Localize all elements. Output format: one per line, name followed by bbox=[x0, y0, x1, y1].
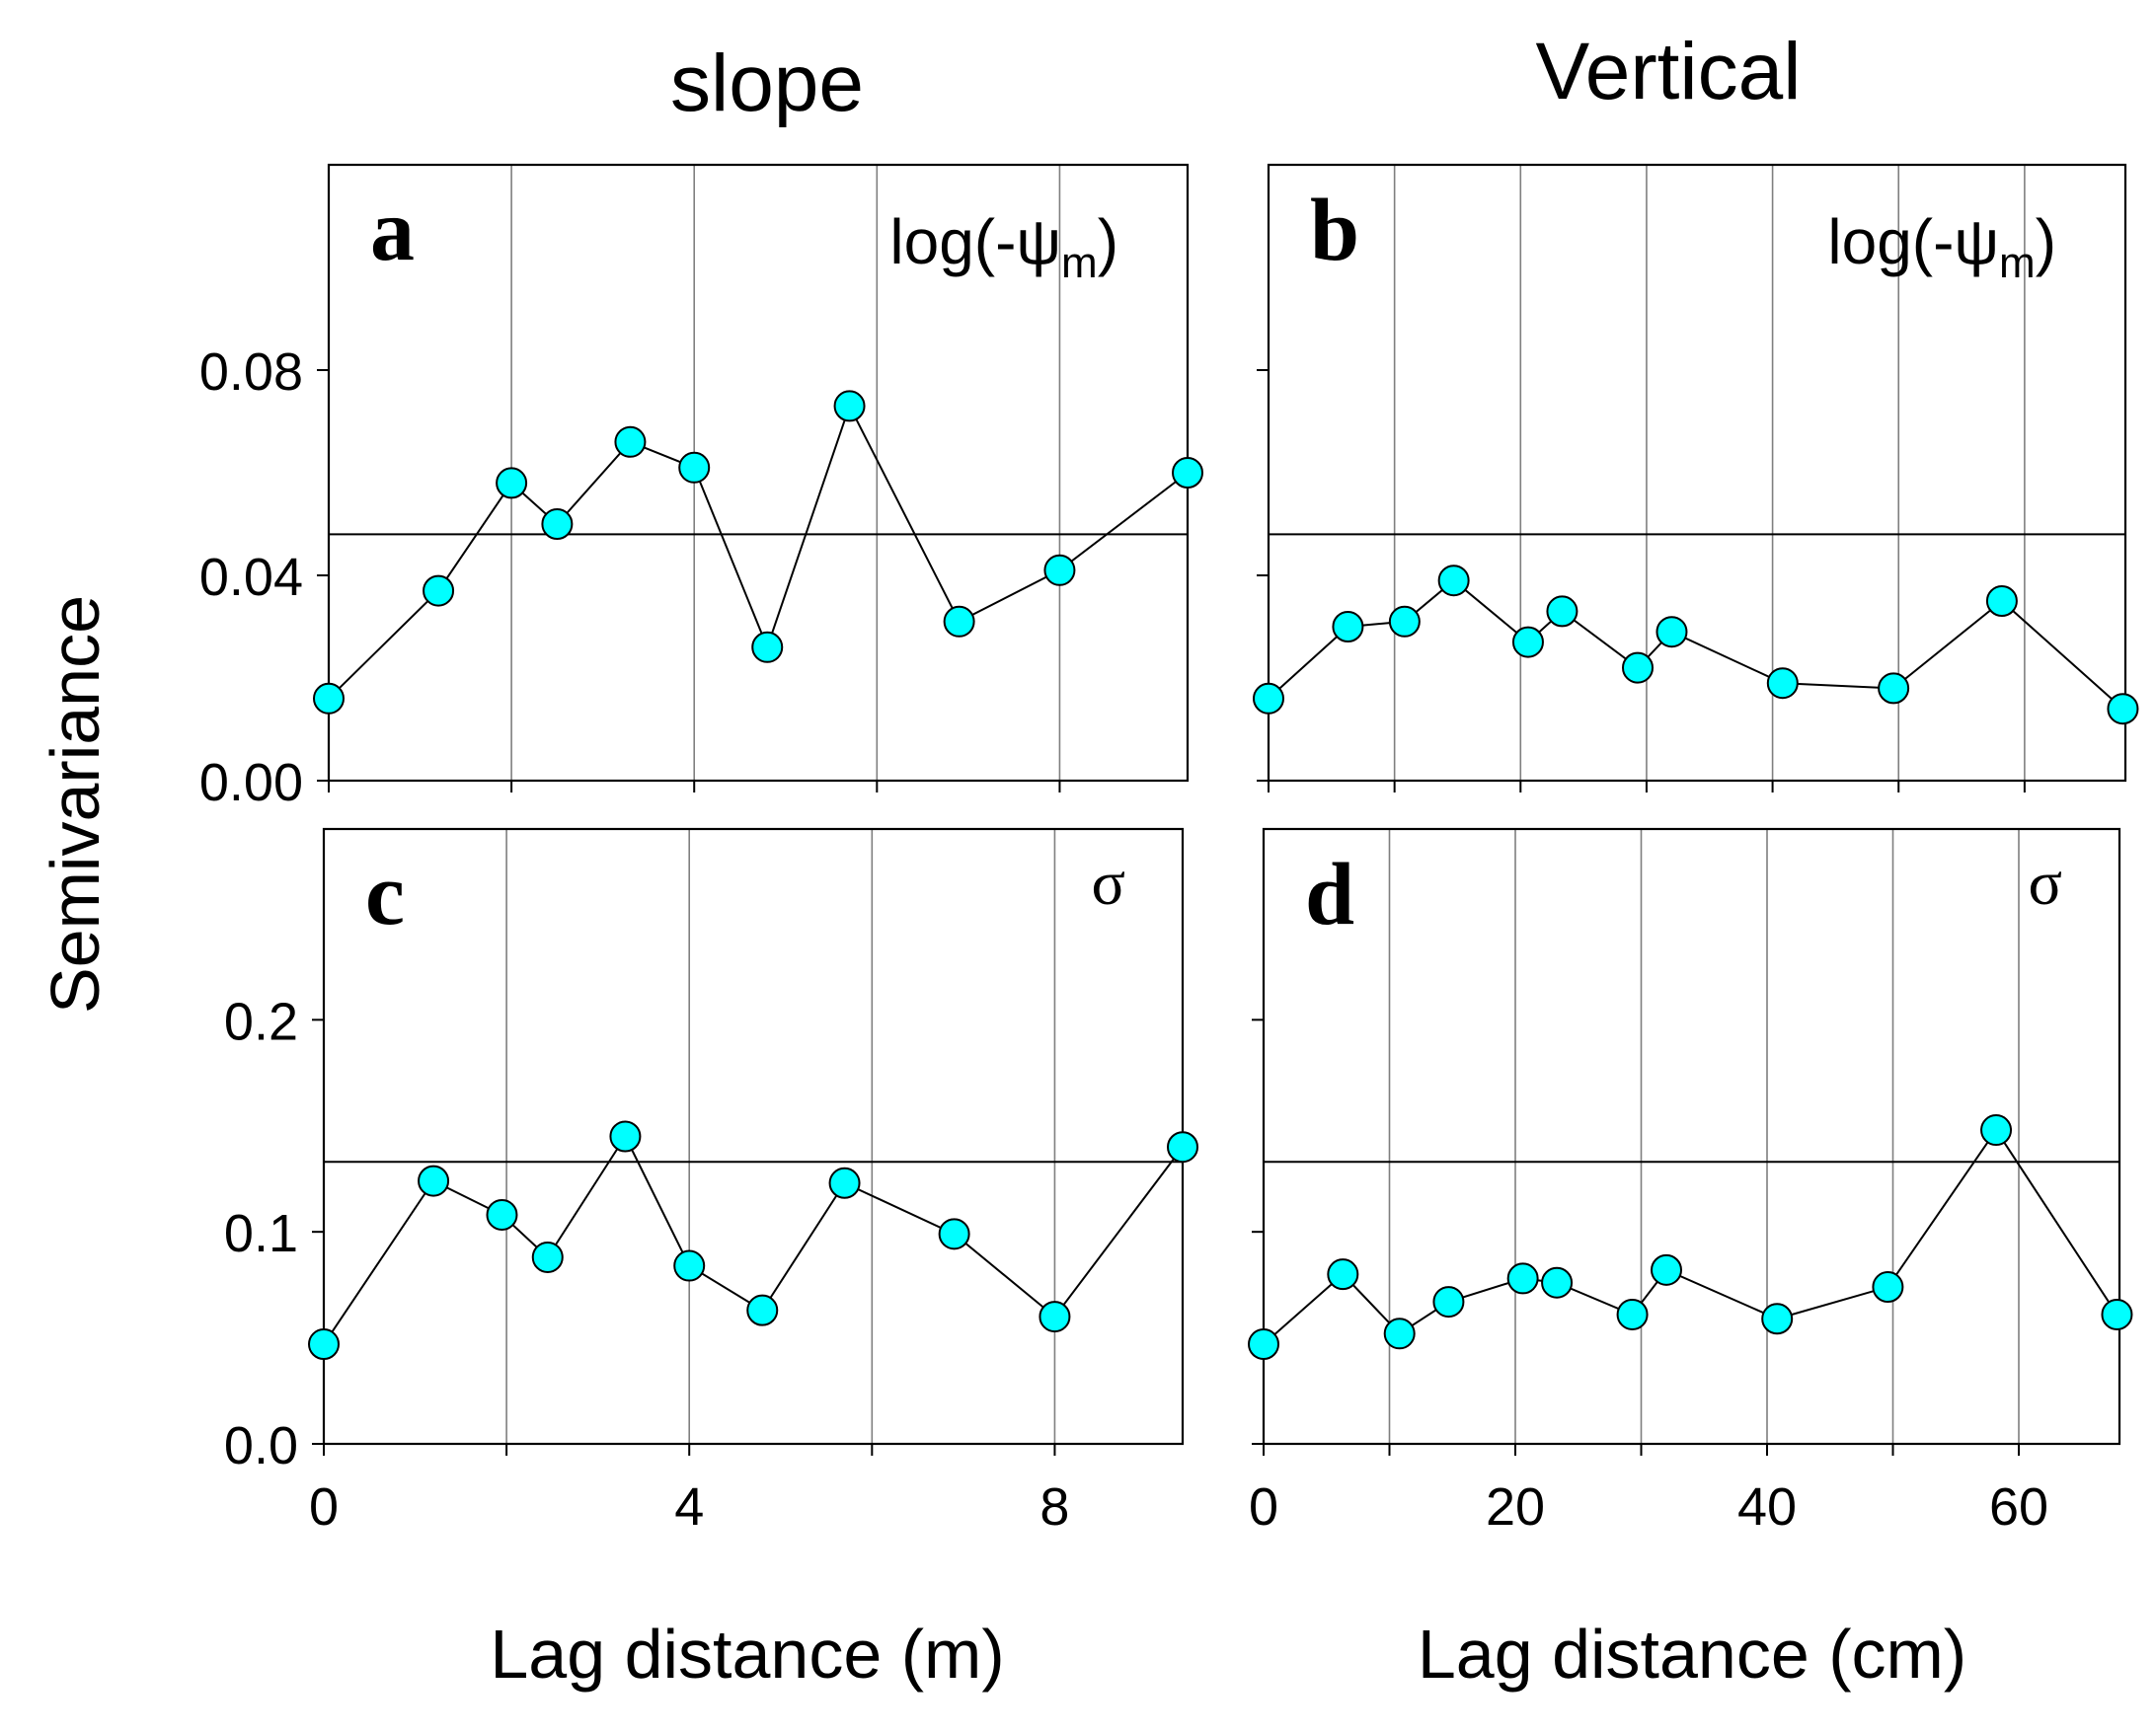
data-point bbox=[746, 1294, 779, 1326]
data-point bbox=[1622, 651, 1655, 684]
col-title-slope: slope bbox=[670, 38, 864, 128]
data-point bbox=[1248, 1328, 1279, 1361]
variable-label: log(-ψm) bbox=[1827, 206, 2056, 287]
data-point bbox=[418, 1165, 450, 1197]
data-point bbox=[673, 1249, 706, 1282]
data-point bbox=[1327, 1258, 1359, 1291]
x-tick-label: 0 bbox=[1249, 1477, 1278, 1537]
variable-label: σ bbox=[1092, 848, 1126, 918]
panel-d: 0 20 40 60 d σ bbox=[1248, 827, 2133, 1537]
panel-b: b log(-ψm) bbox=[1253, 163, 2139, 792]
y-tick-label: 0.04 bbox=[199, 548, 303, 607]
y-tick-label: 0.1 bbox=[224, 1204, 298, 1263]
data-point bbox=[313, 682, 345, 715]
x-tick-label: 4 bbox=[674, 1477, 704, 1537]
x-tick-label: 20 bbox=[1486, 1477, 1545, 1537]
data-point bbox=[833, 390, 866, 422]
data-point bbox=[1616, 1298, 1649, 1330]
x-axis-label-slope: Lag distance (m) bbox=[490, 1616, 1004, 1693]
panel-label: a bbox=[370, 182, 415, 279]
data-point bbox=[614, 425, 647, 458]
y-tick-label: 0.0 bbox=[224, 1416, 298, 1475]
data-point bbox=[1388, 605, 1421, 638]
variable-label: log(-ψm) bbox=[889, 206, 1118, 287]
panel-label: d bbox=[1305, 846, 1354, 943]
data-point bbox=[678, 451, 711, 484]
data-point bbox=[423, 574, 455, 607]
y-tick-label: 0.08 bbox=[199, 342, 303, 402]
data-point bbox=[531, 1241, 564, 1273]
x-tick-label: 40 bbox=[1737, 1477, 1797, 1537]
col-title-vertical: Vertical bbox=[1536, 27, 1802, 116]
panel-label: c bbox=[365, 846, 405, 943]
plot-frame bbox=[322, 827, 1185, 1446]
data-point bbox=[1332, 611, 1364, 642]
panel-c: 0.0 0.1 0.2 0 4 8 c σ bbox=[224, 827, 1198, 1537]
data-point bbox=[1511, 626, 1544, 658]
x-tick-label: 8 bbox=[1040, 1477, 1069, 1537]
data-point bbox=[1167, 1131, 1198, 1164]
x-tick-label: 0 bbox=[309, 1477, 339, 1537]
data-point bbox=[1766, 667, 1799, 700]
data-point bbox=[1980, 1114, 2013, 1147]
data-point bbox=[496, 467, 528, 499]
data-point bbox=[308, 1328, 340, 1361]
data-point bbox=[1656, 616, 1688, 648]
data-point bbox=[1039, 1301, 1071, 1333]
data-point bbox=[541, 508, 574, 540]
data-point bbox=[1383, 1318, 1416, 1350]
data-point bbox=[1878, 672, 1910, 705]
panel-label: b bbox=[1310, 182, 1359, 279]
panel-a: 0.00 0.04 0.08 a log(-ψm) bbox=[199, 163, 1203, 812]
data-point bbox=[2101, 1298, 2133, 1330]
data-point bbox=[1043, 554, 1076, 586]
data-point bbox=[943, 605, 975, 638]
data-point bbox=[609, 1120, 642, 1153]
data-point bbox=[1253, 682, 1284, 715]
data-point bbox=[751, 631, 784, 663]
data-point bbox=[828, 1167, 861, 1199]
plot-frame bbox=[1262, 827, 2121, 1446]
data-point bbox=[486, 1198, 518, 1231]
variable-label: σ bbox=[2029, 848, 2063, 918]
data-point bbox=[1546, 595, 1578, 628]
y-tick-label: 0.2 bbox=[224, 992, 298, 1051]
data-point bbox=[1437, 565, 1470, 597]
data-point bbox=[1432, 1286, 1465, 1319]
data-point bbox=[1506, 1262, 1539, 1295]
data-point bbox=[1872, 1271, 1904, 1304]
x-tick-label: 60 bbox=[1989, 1477, 2048, 1537]
data-point bbox=[2107, 693, 2139, 725]
data-point bbox=[938, 1218, 970, 1250]
data-point bbox=[1985, 585, 2018, 617]
data-point bbox=[1761, 1303, 1794, 1335]
data-point bbox=[1651, 1253, 1682, 1286]
y-tick-label: 0.00 bbox=[199, 753, 303, 812]
data-point bbox=[1541, 1266, 1574, 1299]
data-point bbox=[1172, 457, 1203, 489]
y-axis-label: Semivariance bbox=[37, 595, 114, 1014]
x-axis-label-vertical: Lag distance (cm) bbox=[1418, 1616, 1966, 1693]
plot-frame bbox=[1267, 163, 2127, 783]
